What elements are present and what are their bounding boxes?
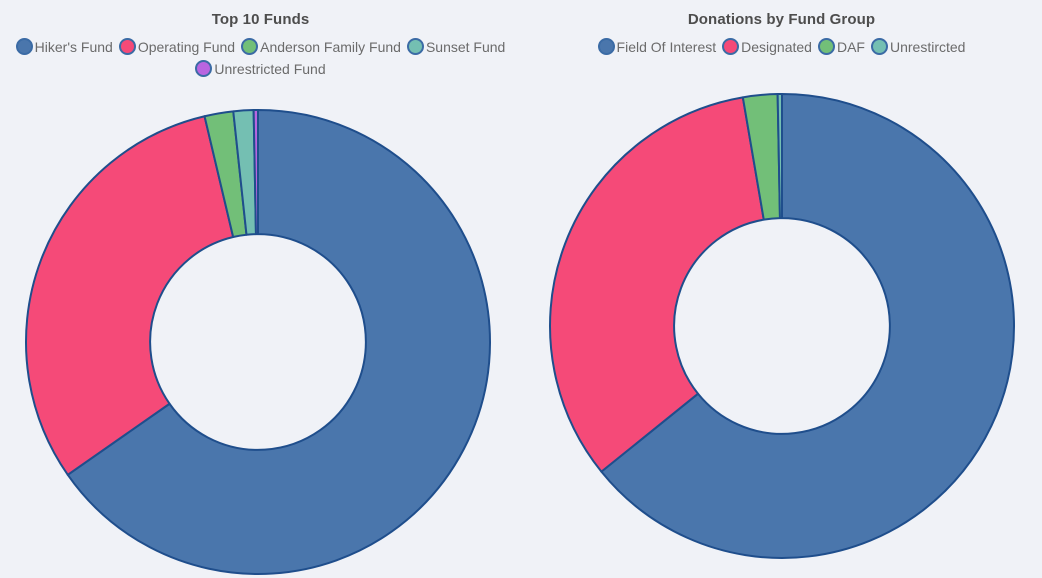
- legend-top-10-funds: Hiker's Fund Operating Fund Anderson Famil…: [0, 29, 521, 77]
- legend-donations-by-fund-group: Field Of Interest Designated DAF Unrestirct…: [521, 29, 1042, 55]
- legend-item[interactable]: Operating Fund: [118, 38, 236, 55]
- legend-item[interactable]: Unrestircted: [870, 38, 966, 55]
- legend-swatch-anderson-family-fund: [241, 38, 259, 55]
- donut-slice[interactable]: [776, 93, 783, 220]
- legend-item-label: Designated: [741, 38, 812, 55]
- legend-item-label: Field Of Interest: [616, 38, 717, 55]
- legend-swatch-field-of-interest: [597, 38, 615, 55]
- legend-swatch-sunset-fund: [406, 38, 424, 55]
- legend-item-label: Anderson Family Fund: [260, 38, 401, 55]
- legend-swatch-daf: [817, 38, 835, 55]
- chart-panel-top-10-funds: Top 10 Funds Hiker's Fund Operating Fund A…: [0, 0, 521, 575]
- legend-item[interactable]: Field Of Interest: [597, 38, 717, 55]
- legend-item[interactable]: Sunset Fund: [406, 38, 506, 55]
- legend-item-label: Hiker's Fund: [34, 38, 113, 55]
- legend-item[interactable]: Anderson Family Fund: [241, 38, 401, 55]
- legend-swatch-designated: [722, 38, 740, 55]
- legend-swatch-hikers-fund: [15, 38, 33, 55]
- legend-item[interactable]: Hiker's Fund: [15, 38, 113, 55]
- legend-item-label: Sunset Fund: [425, 38, 506, 55]
- legend-swatch-unrestircted: [870, 38, 888, 55]
- chart-panel-donations-by-fund-group: Donations by Fund Group Field Of Interes…: [521, 0, 1042, 571]
- donut-slice[interactable]: [548, 96, 765, 473]
- page-title-left: Top 10 Funds: [211, 11, 310, 28]
- page-title-right: Donations by Fund Group: [687, 11, 876, 28]
- legend-item[interactable]: Designated: [722, 38, 812, 55]
- donut-chart-top-10-funds: [0, 108, 521, 578]
- donut-slice[interactable]: [66, 109, 491, 575]
- legend-item[interactable]: Unrestricted Fund: [195, 60, 326, 77]
- donut-slice[interactable]: [24, 115, 234, 476]
- legend-item[interactable]: DAF: [817, 38, 865, 55]
- donut-slice[interactable]: [599, 93, 1015, 559]
- donut-slice[interactable]: [252, 109, 259, 236]
- legend-item-label: DAF: [836, 38, 865, 55]
- legend-swatch-unrestricted-fund: [195, 60, 213, 77]
- legend-item-label: Unrestricted Fund: [214, 60, 326, 77]
- legend-swatch-operating-fund: [118, 38, 136, 55]
- legend-item-label: Unrestircted: [889, 38, 966, 55]
- legend-item-label: Operating Fund: [137, 38, 236, 55]
- donut-chart-donations-by-fund-group: [521, 80, 1042, 570]
